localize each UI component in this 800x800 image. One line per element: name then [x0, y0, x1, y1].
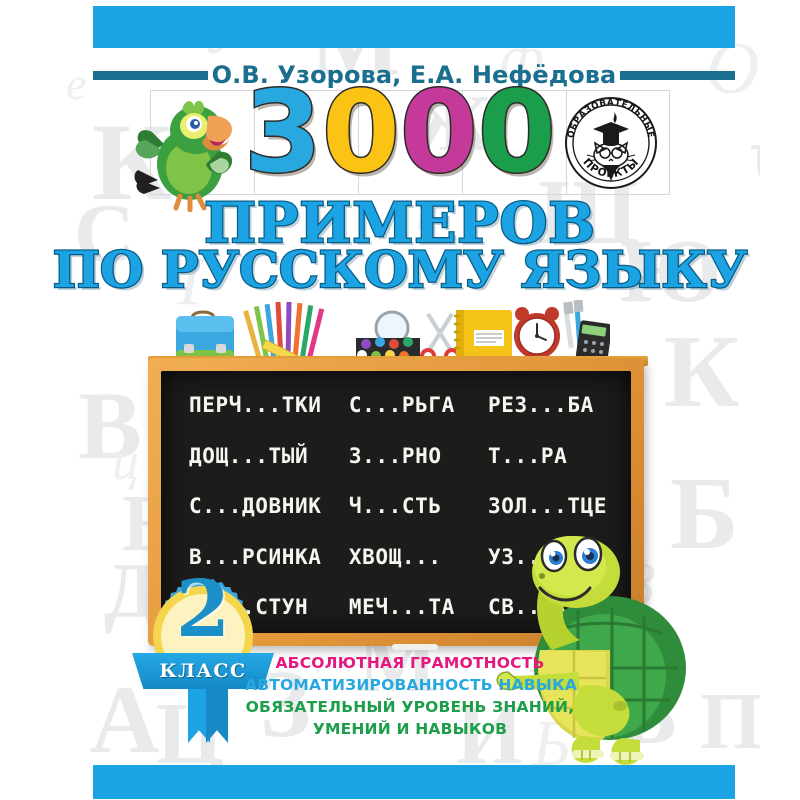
blackboard-word: Ч...СТЬ — [348, 494, 442, 518]
digit-4: 0 — [476, 68, 557, 198]
blackboard-word: РЕЗ...БА — [487, 393, 594, 417]
blackboard-surface: ПЕРЧ...ТКИ ДОЩ...ТЫЙ С...ДОВНИК В...РСИН… — [161, 371, 631, 633]
benefits-list: АБСОЛЮТНАЯ ГРАМОТНОСТЬ АВТОМАТИЗИРОВАННО… — [245, 652, 578, 740]
colored-pencils-icon — [243, 301, 325, 361]
scissors-icon — [420, 312, 460, 364]
title-line-1: ПРИМЕРОВ — [203, 190, 596, 255]
grade-badge: 2 КЛАСС — [128, 571, 278, 745]
paint-palette-icon — [356, 337, 420, 361]
ribbon-tail-right — [206, 685, 228, 743]
blackboard-word: Т...РА — [487, 443, 568, 468]
digit-3: 0 — [398, 68, 479, 198]
blackboard-column-1: ПЕРЧ...ТКИ ДОЩ...ТЫЙ С...ДОВНИК В...РСИН… — [177, 393, 339, 619]
cat-in-graduation-cap-icon — [586, 111, 636, 181]
publisher-seal: ОБРАЗОВАТЕЛЬНЫЕ ПРОЕКТЫ — [563, 95, 659, 191]
blackboard-word: С...РЬГА — [348, 393, 455, 417]
blackboard-word: МЕЧ...ТА — [348, 595, 455, 619]
benefit-line: АВТОМАТИЗИРОВАННОСТЬ НАВЫКА — [245, 676, 578, 694]
alarm-clock-icon — [514, 307, 560, 359]
background-letter: В — [78, 372, 143, 479]
background-letter: К — [664, 314, 740, 429]
big-number-3000: 3 0 0 0 — [243, 68, 558, 198]
turtle-mascot-icon — [492, 500, 692, 765]
blackboard-word: ХВОЩ... — [348, 544, 442, 569]
bottom-blue-bar — [93, 765, 735, 799]
blackboard-word: З...РНО — [348, 443, 442, 468]
satchel-icon — [176, 310, 234, 360]
author-rule-left — [93, 70, 208, 80]
benefit-line: ОБЯЗАТЕЛЬНЫЙ УРОВЕНЬ ЗНАНИЙ, — [245, 698, 575, 716]
blackboard-word: В...РСИНКА — [189, 544, 322, 569]
background-letter: ц — [112, 431, 139, 491]
title-line-2: ПО РУССКОМУ ЯЗЫКУ — [51, 240, 748, 299]
blackboard-word: ЗОЛ...ТЦЕ — [487, 494, 608, 518]
blackboard-word: С...ДОВНИК — [189, 494, 322, 518]
digit-2: 0 — [320, 68, 401, 198]
chalk-stick-icon — [392, 644, 438, 650]
grade-word: КЛАСС — [159, 660, 247, 682]
grade-number: 2 — [175, 564, 231, 655]
background-letter: П — [700, 678, 760, 766]
calculator-icon — [575, 320, 613, 362]
authors-row: О.В. Узорова, Е.А. Нефёдова — [93, 60, 735, 90]
parrot-mascot-icon — [132, 96, 240, 213]
top-blue-bar — [93, 6, 735, 48]
grade-banner: КЛАСС — [132, 653, 274, 689]
ribbon-tail-left — [188, 685, 210, 743]
authors-name: О.В. Узорова, Е.А. Нефёдова — [211, 61, 617, 89]
notebook-icon — [454, 310, 512, 360]
digit-1: 3 — [243, 68, 324, 198]
blackboard-column-2: С...РЬГА З...РНО Ч...СТЬ ХВОЩ... МЕЧ...Т… — [339, 393, 476, 619]
benefit-line: АБСОЛЮТНАЯ ГРАМОТНОСТЬ — [275, 654, 545, 672]
blackboard-word: ДОЩ...ТЫЙ — [189, 443, 309, 468]
background-letter: е — [66, 58, 87, 109]
author-rule-right — [620, 70, 735, 80]
blackboard-word: ПЕРЧ...ТКИ — [189, 393, 322, 417]
benefit-line: УМЕНИЙ И НАВЫКОВ — [312, 720, 508, 738]
school-supplies-illustration — [170, 299, 613, 364]
